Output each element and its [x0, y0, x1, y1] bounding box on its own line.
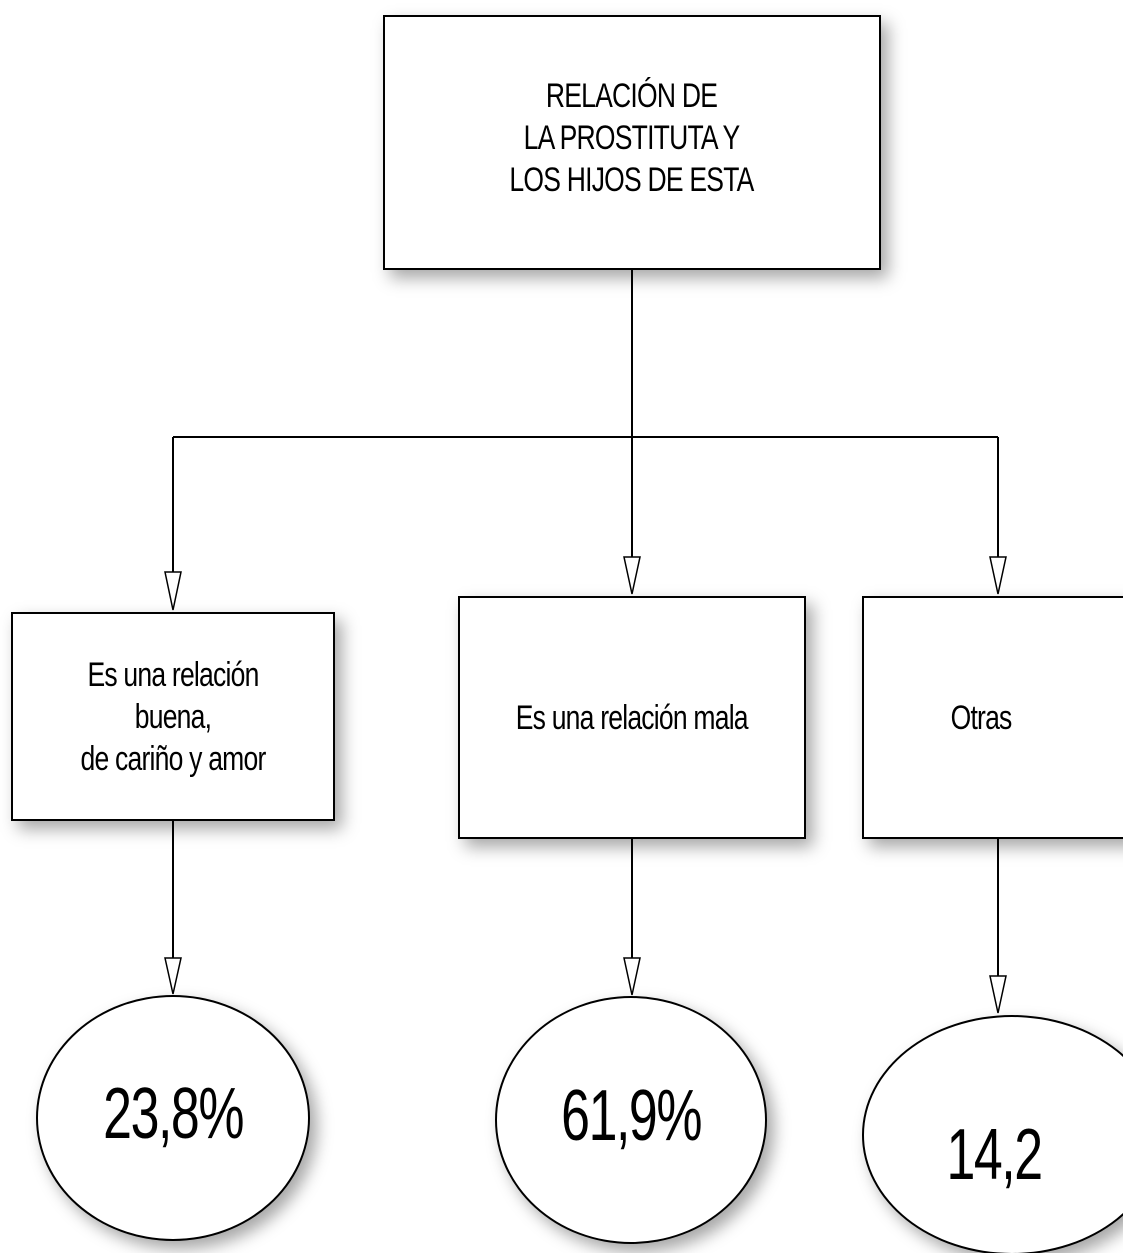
branch-node-label: Es una relación buena, de cariño y amor — [80, 655, 266, 778]
arrowhead-buena-value — [164, 957, 182, 995]
value-node-label: 14,2 — [946, 1115, 1043, 1195]
value-node-label: 23,8% — [103, 1074, 244, 1154]
branch-node-buena: Es una relación buena, de cariño y amor — [11, 612, 335, 821]
arrowhead-to-mala — [623, 556, 641, 595]
arrowhead-to-buena — [164, 571, 182, 611]
root-node: RELACIÓN DE LA PROSTITUTA Y LOS HIJOS DE… — [383, 15, 881, 270]
arrowhead-otras-value — [989, 975, 1007, 1014]
branch-node-mala: Es una relación mala — [458, 596, 806, 839]
value-node-buena: 23,8% — [36, 995, 310, 1241]
value-node-mala: 61,9% — [495, 996, 767, 1244]
arrowhead-to-otras — [989, 556, 1007, 595]
root-node-label: RELACIÓN DE LA PROSTITUTA Y LOS HIJOS DE… — [509, 76, 755, 199]
branch-node-label: Otras — [950, 698, 1013, 737]
value-node-label: 61,9% — [561, 1076, 702, 1156]
value-node-otras: 14,2 — [862, 1015, 1123, 1253]
branch-node-label: Es una relación mala — [515, 698, 749, 737]
branch-node-otras: Otras — [862, 596, 1123, 839]
arrowhead-mala-value — [623, 957, 641, 996]
